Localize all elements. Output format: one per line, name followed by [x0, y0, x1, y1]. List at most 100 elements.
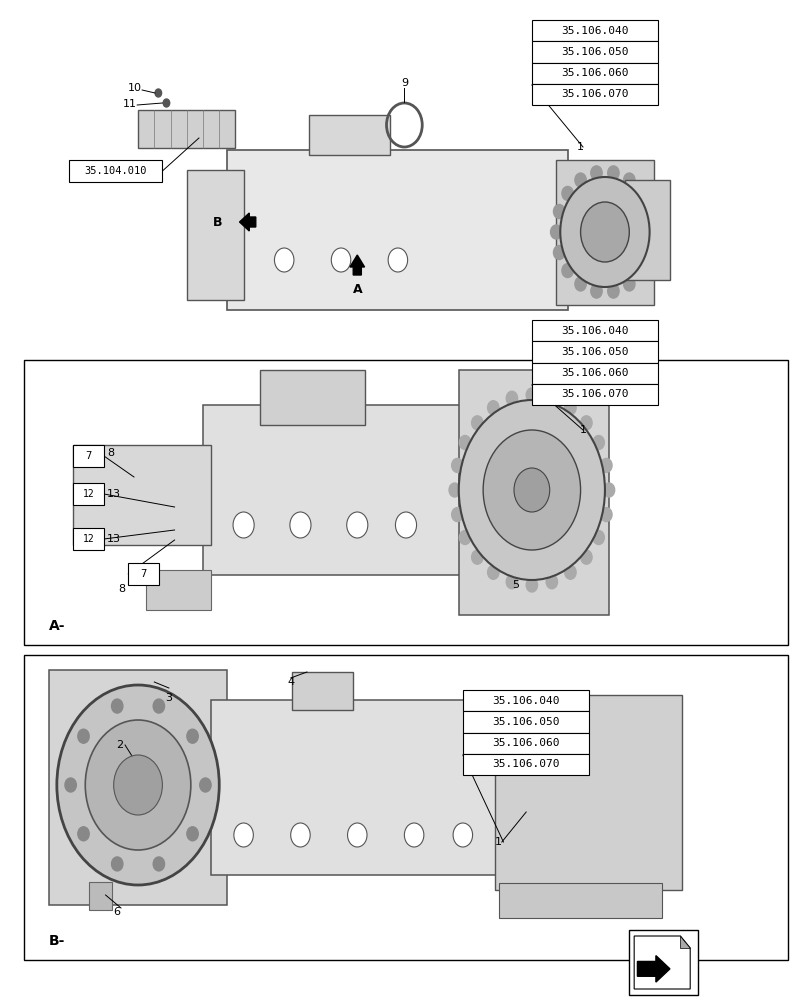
Bar: [531, 41, 657, 62]
Circle shape: [395, 512, 416, 538]
Circle shape: [600, 508, 611, 522]
Circle shape: [187, 827, 198, 841]
Circle shape: [471, 416, 483, 430]
Bar: [292, 672, 353, 710]
Circle shape: [111, 699, 122, 713]
Circle shape: [644, 246, 655, 260]
Text: 7: 7: [140, 569, 147, 579]
Circle shape: [155, 89, 161, 97]
Bar: [146, 570, 211, 610]
Circle shape: [459, 530, 470, 544]
Circle shape: [57, 685, 219, 885]
Bar: [462, 732, 588, 754]
Bar: [499, 883, 661, 918]
Text: 1: 1: [579, 425, 586, 435]
Text: 35.106.040: 35.106.040: [560, 26, 628, 36]
Circle shape: [623, 277, 634, 291]
Bar: [128, 563, 159, 585]
Polygon shape: [680, 936, 689, 948]
Bar: [531, 62, 657, 84]
Bar: [211, 700, 511, 875]
Text: 35.106.050: 35.106.050: [560, 347, 628, 357]
Circle shape: [290, 512, 311, 538]
Circle shape: [592, 530, 603, 544]
Bar: [531, 362, 657, 384]
Bar: [73, 445, 211, 545]
Circle shape: [111, 857, 122, 871]
Circle shape: [600, 458, 611, 472]
Circle shape: [553, 204, 564, 218]
Circle shape: [458, 400, 604, 580]
Text: 3: 3: [165, 693, 172, 703]
Bar: [227, 150, 568, 310]
Circle shape: [85, 720, 191, 850]
Circle shape: [553, 246, 564, 260]
Bar: [531, 320, 657, 341]
Text: A-: A-: [49, 619, 65, 633]
Text: 4: 4: [287, 677, 294, 687]
Bar: [89, 882, 112, 910]
Text: 35.106.060: 35.106.060: [491, 738, 559, 748]
Text: 13: 13: [107, 489, 121, 499]
Text: 12: 12: [83, 489, 94, 499]
Bar: [308, 115, 389, 155]
Circle shape: [561, 186, 573, 200]
Bar: [187, 170, 243, 300]
Bar: [73, 445, 104, 467]
Bar: [495, 695, 681, 890]
Text: 35.106.070: 35.106.070: [560, 389, 628, 399]
Circle shape: [644, 204, 655, 218]
Bar: [556, 160, 653, 305]
Bar: [73, 483, 104, 505]
Bar: [24, 655, 787, 960]
Circle shape: [388, 248, 407, 272]
Circle shape: [487, 565, 498, 579]
Circle shape: [453, 823, 472, 847]
Circle shape: [505, 391, 517, 405]
Bar: [203, 405, 478, 575]
Text: 35.104.010: 35.104.010: [84, 166, 147, 176]
Circle shape: [636, 264, 647, 278]
Circle shape: [590, 284, 602, 298]
Text: B: B: [212, 216, 222, 229]
Circle shape: [574, 277, 586, 291]
Text: A: A: [352, 283, 362, 296]
Text: 10: 10: [128, 83, 142, 93]
Text: 12: 12: [83, 534, 94, 544]
Circle shape: [546, 575, 557, 589]
Bar: [462, 754, 588, 775]
Circle shape: [78, 729, 89, 743]
Bar: [462, 711, 588, 732]
Circle shape: [187, 729, 198, 743]
Bar: [73, 528, 104, 550]
Text: 1: 1: [494, 837, 501, 847]
Circle shape: [274, 248, 294, 272]
Circle shape: [404, 823, 423, 847]
Circle shape: [546, 391, 557, 405]
Bar: [629, 930, 697, 995]
Circle shape: [153, 699, 165, 713]
Bar: [531, 384, 657, 405]
Text: 2: 2: [116, 740, 123, 750]
FancyArrow shape: [239, 213, 255, 231]
Text: 8: 8: [107, 448, 114, 458]
Circle shape: [564, 565, 575, 579]
Circle shape: [561, 264, 573, 278]
Text: 11: 11: [122, 99, 136, 109]
Circle shape: [487, 401, 498, 415]
Circle shape: [200, 778, 211, 792]
Circle shape: [114, 755, 162, 815]
Text: 35.106.050: 35.106.050: [491, 717, 559, 727]
Circle shape: [163, 99, 169, 107]
Text: 6: 6: [113, 907, 120, 917]
Circle shape: [564, 401, 575, 415]
Circle shape: [647, 225, 659, 239]
Circle shape: [451, 508, 462, 522]
Circle shape: [448, 483, 460, 497]
Text: 35.106.040: 35.106.040: [491, 696, 559, 706]
Text: 7: 7: [85, 451, 92, 461]
Polygon shape: [633, 936, 689, 989]
Circle shape: [153, 857, 165, 871]
Circle shape: [636, 186, 647, 200]
Bar: [462, 690, 588, 711]
